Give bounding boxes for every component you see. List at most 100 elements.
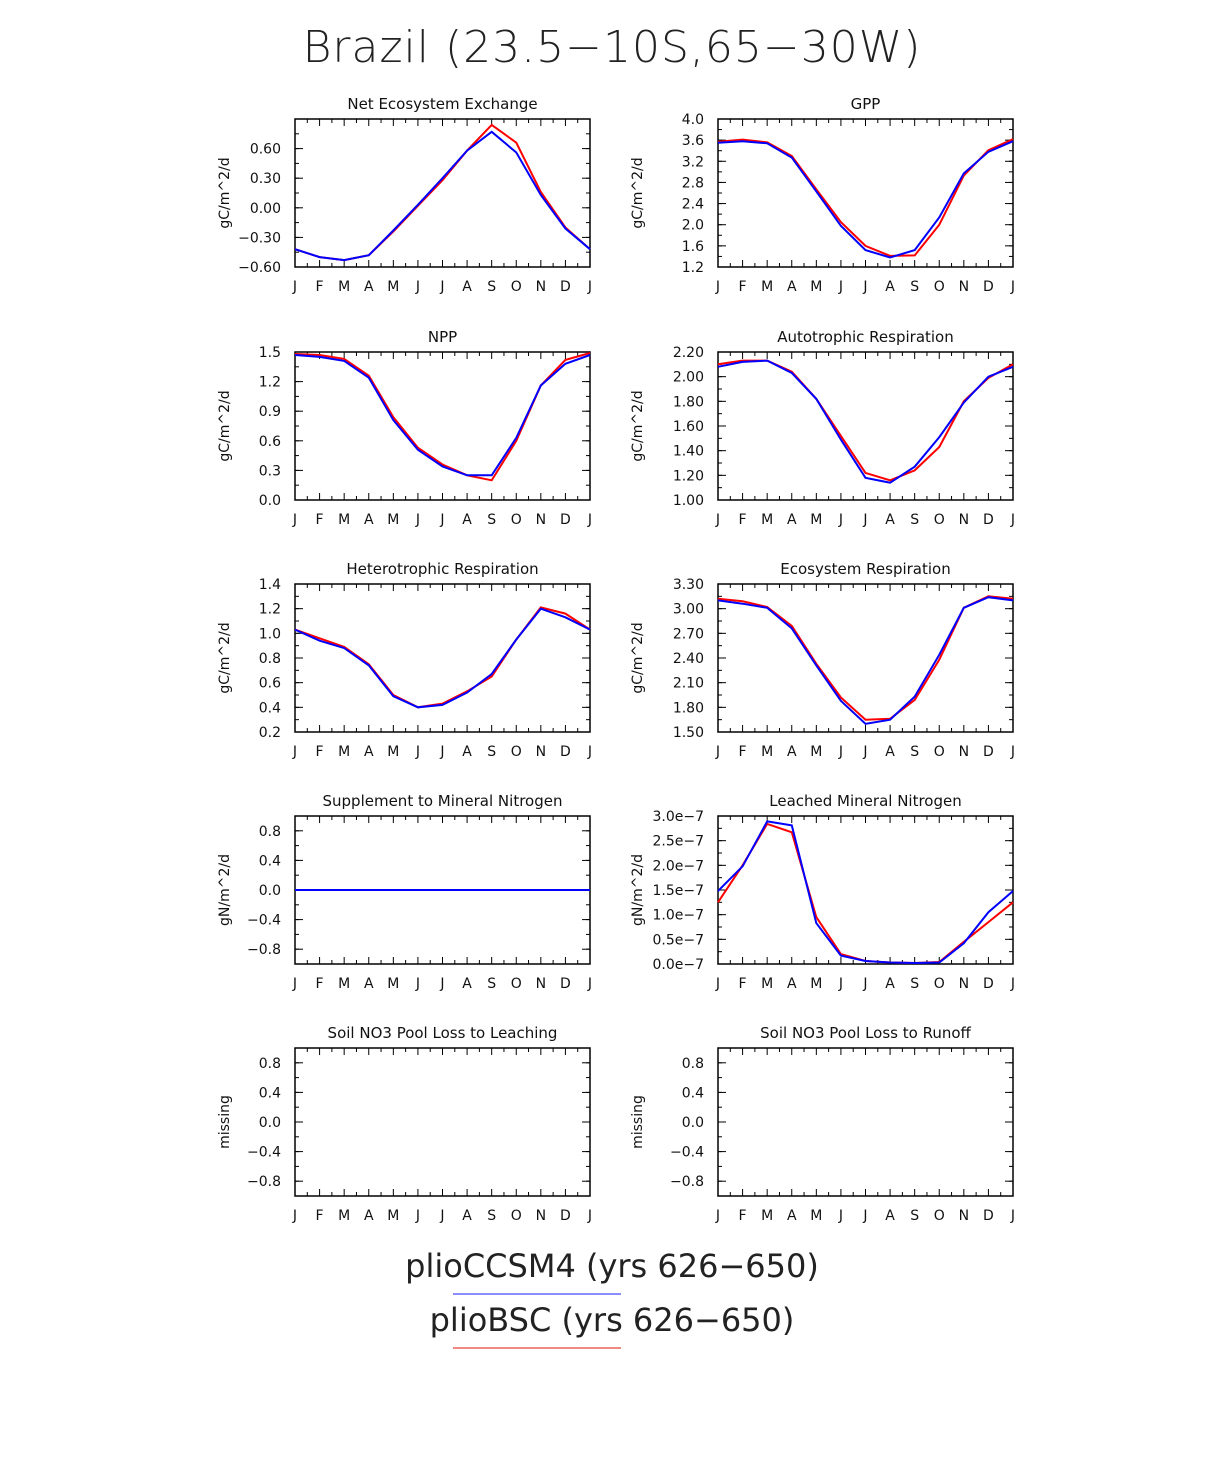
x-tick-label: D	[560, 1208, 571, 1224]
y-tick-label: 1.6	[682, 239, 704, 255]
y-axis-label: gC/m^2/d	[217, 157, 233, 228]
x-tick-label: J	[439, 1208, 444, 1224]
x-tick-label: J	[415, 1208, 420, 1224]
x-tick-label: O	[511, 512, 522, 528]
x-tick-label: M	[338, 1208, 350, 1224]
x-tick-label: S	[910, 1208, 919, 1224]
x-tick-label: J	[415, 279, 420, 295]
series-line-plioccsm4	[294, 130, 591, 262]
y-tick-label: 0.30	[250, 171, 281, 187]
x-tick-label: S	[910, 976, 919, 992]
x-tick-label: J	[587, 512, 592, 528]
panel-title: Soil NO3 Pool Loss to Runoff	[760, 1024, 971, 1042]
y-tick-label: 0.60	[250, 142, 281, 158]
x-tick-label: J	[862, 512, 867, 528]
y-tick-label: 0.6	[259, 676, 281, 692]
x-tick-label: N	[959, 512, 969, 528]
x-tick-label: J	[587, 1208, 592, 1224]
x-tick-label: S	[910, 744, 919, 760]
x-tick-label: M	[387, 976, 399, 992]
x-tick-label: O	[511, 976, 522, 992]
y-tick-label: 0.0	[259, 883, 281, 899]
x-tick-label: A	[462, 1208, 472, 1224]
x-tick-label: J	[439, 512, 444, 528]
x-tick-label: D	[560, 744, 571, 760]
series-line-pliobsc	[294, 606, 591, 709]
x-tick-label: J	[838, 976, 843, 992]
y-tick-label: 1.0	[259, 626, 281, 642]
series-line-pliobsc	[717, 822, 1014, 965]
y-axis-label: missing	[630, 1095, 646, 1149]
y-tick-label: 1.60	[673, 419, 704, 435]
x-tick-label: J	[715, 976, 720, 992]
y-tick-label: 0.0	[259, 1115, 281, 1131]
y-tick-label: 0.3	[259, 463, 281, 479]
x-tick-label: M	[338, 279, 350, 295]
x-tick-label: S	[487, 744, 496, 760]
plot-frame	[717, 1047, 1014, 1197]
y-tick-label: 1.2	[259, 375, 281, 391]
series-line-plioccsm4	[294, 607, 591, 709]
x-tick-label: A	[787, 744, 797, 760]
figure-title: Brazil (23.5−10S,65−30W)	[302, 22, 922, 73]
y-tick-label: 2.4	[682, 197, 704, 213]
panel-title: NPP	[428, 328, 457, 346]
x-tick-label: A	[787, 512, 797, 528]
x-tick-label: F	[316, 976, 324, 992]
y-tick-label: 0.4	[259, 700, 281, 716]
x-tick-label: D	[983, 1208, 994, 1224]
x-tick-label: A	[462, 279, 472, 295]
x-tick-label: J	[715, 744, 720, 760]
x-tick-label: J	[439, 744, 444, 760]
x-tick-label: J	[862, 744, 867, 760]
panel-title: Heterotrophic Respiration	[346, 560, 538, 578]
x-tick-label: D	[983, 512, 994, 528]
x-tick-label: F	[739, 512, 747, 528]
y-tick-label: 4.0	[682, 112, 704, 128]
x-tick-label: D	[983, 744, 994, 760]
y-tick-label: −0.4	[670, 1145, 704, 1161]
x-tick-label: J	[862, 1208, 867, 1224]
x-tick-label: S	[487, 1208, 496, 1224]
series-line-plioccsm4	[717, 596, 1014, 725]
x-tick-label: A	[885, 744, 895, 760]
y-tick-label: 0.9	[259, 404, 281, 420]
x-tick-label: J	[715, 1208, 720, 1224]
x-tick-label: M	[338, 512, 350, 528]
x-tick-label: A	[787, 279, 797, 295]
y-tick-label: 0.8	[682, 1056, 704, 1072]
y-tick-label: 0.4	[682, 1085, 704, 1101]
panel-title: Autotrophic Respiration	[777, 328, 954, 346]
y-tick-label: 0.0	[682, 1115, 704, 1131]
y-tick-label: 2.00	[673, 370, 704, 386]
y-tick-label: 1.80	[673, 394, 704, 410]
panel-title: Net Ecosystem Exchange	[347, 95, 537, 113]
y-tick-label: −0.8	[247, 1174, 281, 1190]
x-tick-label: J	[838, 512, 843, 528]
panel-title: Soil NO3 Pool Loss to Leaching	[328, 1024, 558, 1042]
x-tick-label: A	[787, 1208, 797, 1224]
y-tick-label: 0.5e−7	[652, 932, 704, 948]
x-tick-label: M	[387, 744, 399, 760]
x-tick-label: M	[761, 279, 773, 295]
x-tick-label: A	[885, 279, 895, 295]
legend-line-pliobsc	[453, 1347, 621, 1349]
x-tick-label: N	[959, 1208, 969, 1224]
y-tick-label: 1.50	[673, 725, 704, 741]
x-tick-label: O	[934, 744, 945, 760]
x-tick-label: O	[511, 1208, 522, 1224]
y-tick-label: 3.2	[682, 154, 704, 170]
y-tick-label: 2.0	[682, 218, 704, 234]
x-tick-label: F	[739, 279, 747, 295]
y-tick-label: 2.20	[673, 345, 704, 361]
y-tick-label: 1.00	[673, 493, 704, 509]
x-tick-label: M	[338, 744, 350, 760]
x-tick-label: J	[838, 744, 843, 760]
plot-frame	[294, 1047, 591, 1197]
x-tick-label: J	[715, 279, 720, 295]
